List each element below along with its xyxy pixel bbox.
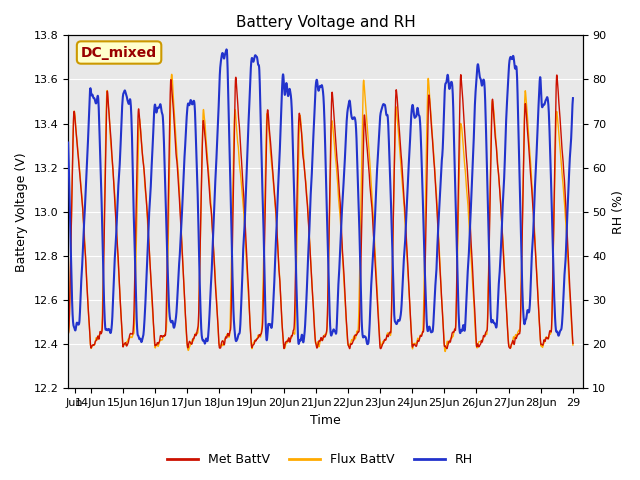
Y-axis label: Battery Voltage (V): Battery Voltage (V) xyxy=(15,152,28,272)
Title: Battery Voltage and RH: Battery Voltage and RH xyxy=(236,15,415,30)
Y-axis label: RH (%): RH (%) xyxy=(612,190,625,234)
Text: DC_mixed: DC_mixed xyxy=(81,46,157,60)
Legend: Met BattV, Flux BattV, RH: Met BattV, Flux BattV, RH xyxy=(162,448,478,471)
X-axis label: Time: Time xyxy=(310,414,340,427)
